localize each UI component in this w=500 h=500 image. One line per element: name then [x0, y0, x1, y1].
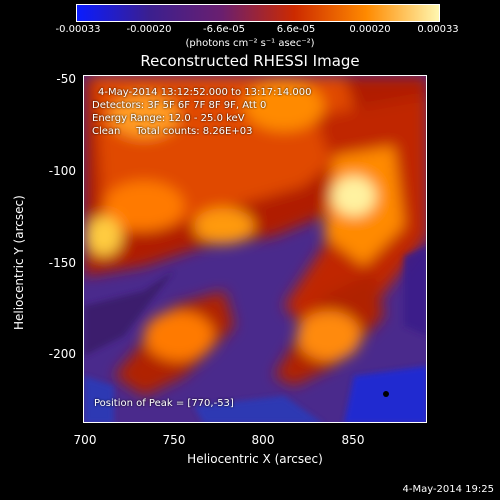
colorbar-units: (photons cm⁻² s⁻¹ asec⁻²): [185, 38, 315, 49]
x-tick-label: 850: [341, 433, 365, 447]
x-tick-label: 700: [73, 433, 97, 447]
colorbar-tick: 0.00033: [417, 24, 459, 35]
colorbar-tick: -0.00033: [55, 24, 101, 35]
annotation-energy-range: Energy Range: 12.0 - 25.0 keV: [92, 113, 245, 124]
colorbar-tick: 0.00020: [349, 24, 391, 35]
footer-timestamp: 4-May-2014 19:25: [402, 484, 494, 495]
image-title: Reconstructed RHESSI Image: [140, 52, 360, 70]
y-tick-label: -100: [48, 164, 76, 178]
peak-marker: [383, 391, 389, 397]
annotation-clean-counts: Clean Total counts: 8.26E+03: [92, 126, 253, 137]
colorbar-tick: -0.00020: [126, 24, 172, 35]
colorbar-tick: 6.6e-05: [276, 24, 316, 35]
y-tick-label: -200: [48, 347, 76, 361]
x-tick-label: 800: [251, 433, 275, 447]
rhessi-image: [84, 76, 426, 422]
annotation-detectors: Detectors: 3F 5F 6F 7F 8F 9F, Att 0: [92, 100, 267, 111]
y-tick-label: -50: [56, 72, 76, 86]
rhessi-image-plot: 4-May-2014 13:12:52.000 to 13:17:14.000 …: [83, 75, 427, 423]
y-axis-label: Heliocentric Y (arcsec): [12, 195, 26, 330]
y-tick-label: -150: [48, 256, 76, 270]
colorbar: [76, 4, 440, 22]
x-axis-label: Heliocentric X (arcsec): [187, 452, 323, 466]
annotation-peak-position: Position of Peak = [770,-53]: [94, 398, 234, 409]
annotation-time-range: 4-May-2014 13:12:52.000 to 13:17:14.000: [98, 87, 312, 98]
colorbar-tick: -6.6e-05: [203, 24, 245, 35]
x-tick-label: 750: [162, 433, 186, 447]
